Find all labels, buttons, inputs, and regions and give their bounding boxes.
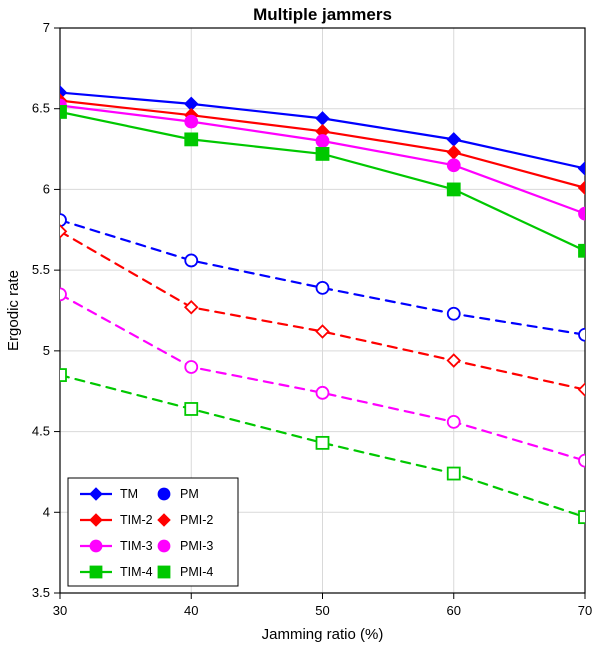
svg-text:PMI-3: PMI-3 <box>180 539 213 553</box>
svg-text:6: 6 <box>43 181 50 196</box>
svg-text:4.5: 4.5 <box>32 424 50 439</box>
svg-text:30: 30 <box>53 603 67 618</box>
svg-text:6.5: 6.5 <box>32 101 50 116</box>
svg-text:TIM-4: TIM-4 <box>120 565 153 579</box>
svg-text:5.5: 5.5 <box>32 262 50 277</box>
svg-text:PMI-2: PMI-2 <box>180 513 213 527</box>
svg-text:PM: PM <box>180 487 199 501</box>
svg-text:5: 5 <box>43 343 50 358</box>
svg-text:40: 40 <box>184 603 198 618</box>
svg-text:Jamming ratio (%): Jamming ratio (%) <box>262 626 384 643</box>
svg-text:70: 70 <box>578 603 592 618</box>
svg-text:7: 7 <box>43 20 50 35</box>
svg-text:PMI-4: PMI-4 <box>180 565 213 579</box>
svg-text:TIM-2: TIM-2 <box>120 513 153 527</box>
svg-text:60: 60 <box>447 603 461 618</box>
svg-text:TIM-3: TIM-3 <box>120 539 153 553</box>
chart-container: 30 40 50 60 70 3.5 4 4.5 5 5.5 6 6.5 7 Jamming ratio … <box>0 0 604 648</box>
svg-text:Multiple jammers: Multiple jammers <box>253 5 392 24</box>
svg-text:TM: TM <box>120 487 138 501</box>
svg-text:50: 50 <box>315 603 329 618</box>
svg-text:Ergodic rate: Ergodic rate <box>5 270 22 351</box>
line-chart: 30 40 50 60 70 3.5 4 4.5 5 5.5 6 6.5 7 Jamming ratio … <box>0 0 604 648</box>
svg-text:4: 4 <box>43 504 50 519</box>
svg-text:3.5: 3.5 <box>32 585 50 600</box>
